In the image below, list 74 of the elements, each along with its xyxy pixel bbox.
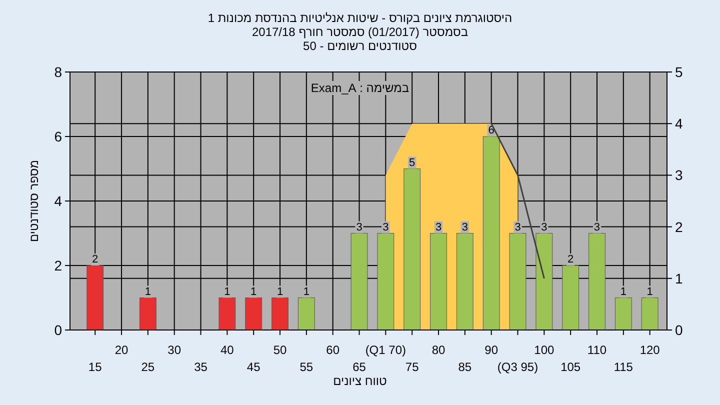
x-tick-label: 50: [273, 343, 287, 357]
bar: [272, 298, 288, 330]
annotation: במשימה : Exam_A: [310, 81, 410, 95]
chart-subtitle: בסמסטר (01/2017) סמסטר חורף 2017/18: [252, 25, 468, 39]
bar: [509, 233, 526, 330]
data-label: 3: [435, 221, 442, 234]
y2-tick-label: 4: [675, 116, 683, 132]
y2-tick-label: 0: [675, 322, 683, 338]
bar: [641, 298, 658, 330]
data-label: 5: [409, 156, 416, 169]
chart-title: היסטוגרמת ציונים בקורס - שיטות אנליטיות בהנדסת מכונות 1: [208, 11, 512, 25]
y2-tick-label: 1: [675, 270, 683, 286]
x-tick-label: 30: [168, 343, 182, 357]
y-tick-label: 4: [54, 193, 62, 209]
data-label: 1: [224, 286, 230, 298]
x-tick-label: 85: [458, 360, 472, 374]
bar: [614, 298, 632, 330]
y-tick-label: 0: [54, 322, 62, 338]
y-tick-label: 2: [54, 258, 62, 274]
y2-tick-label: 3: [675, 167, 683, 184]
x-tick-label: (Q3 95): [497, 360, 538, 374]
x-tick-label: 55: [300, 360, 314, 374]
bar: [562, 265, 580, 330]
y-tick-label: 6: [54, 128, 62, 144]
x-tick-label: 40: [220, 343, 234, 357]
y2-tick-label: 5: [675, 64, 683, 80]
data-label: 3: [462, 221, 468, 234]
y-tick-label: 8: [54, 64, 62, 80]
bar: [245, 298, 262, 330]
bar: [218, 298, 236, 330]
data-label: 1: [620, 286, 626, 298]
x-tick-label: 25: [141, 360, 155, 374]
bar: [139, 298, 156, 330]
bar: [350, 233, 368, 330]
x-tick-label: 20: [114, 343, 129, 357]
x-tick-label: 90: [484, 343, 498, 357]
x-tick-label: 60: [326, 343, 340, 357]
x-tick-label: 115: [614, 360, 634, 374]
data-label: 1: [144, 286, 151, 298]
data-label: 2: [92, 254, 98, 266]
x-tick-label: 45: [246, 360, 261, 374]
y-axis-title: מספר סטודנטים: [27, 160, 41, 242]
data-label: 3: [594, 221, 600, 234]
data-label: 1: [250, 286, 257, 298]
data-label: 2: [568, 254, 574, 266]
data-label: 3: [541, 221, 548, 234]
bar: [377, 233, 394, 330]
bar: [298, 298, 315, 330]
data-label: 1: [276, 286, 284, 298]
bar: [536, 233, 553, 330]
x-tick-label: (Q1 70): [365, 343, 406, 357]
data-label: 1: [646, 286, 653, 298]
bar: [456, 233, 474, 330]
bar: [430, 233, 447, 330]
x-tick-label: 15: [88, 360, 102, 374]
x-tick-label: 75: [405, 360, 420, 374]
bar: [588, 233, 606, 330]
data-label: 3: [514, 221, 521, 234]
data-label: 1: [303, 286, 310, 298]
text: סטודנטים רשומים - 50: [303, 39, 418, 53]
bar: [404, 168, 421, 330]
y2-tick-label: 2: [675, 218, 683, 235]
x-tick-label: 120: [640, 343, 660, 357]
data-label: 3: [356, 221, 362, 234]
x-tick-label: 105: [560, 360, 581, 374]
bar: [482, 136, 500, 330]
bar: [86, 265, 104, 330]
x-tick-label: 65: [352, 360, 366, 374]
data-label: 3: [382, 221, 389, 234]
x-axis-title: טווח ציונים: [333, 374, 388, 388]
x-tick-label: 35: [194, 360, 208, 374]
x-tick-label: 80: [432, 343, 446, 357]
x-tick-label: 100: [534, 343, 554, 357]
x-tick-label: 110: [587, 343, 607, 357]
